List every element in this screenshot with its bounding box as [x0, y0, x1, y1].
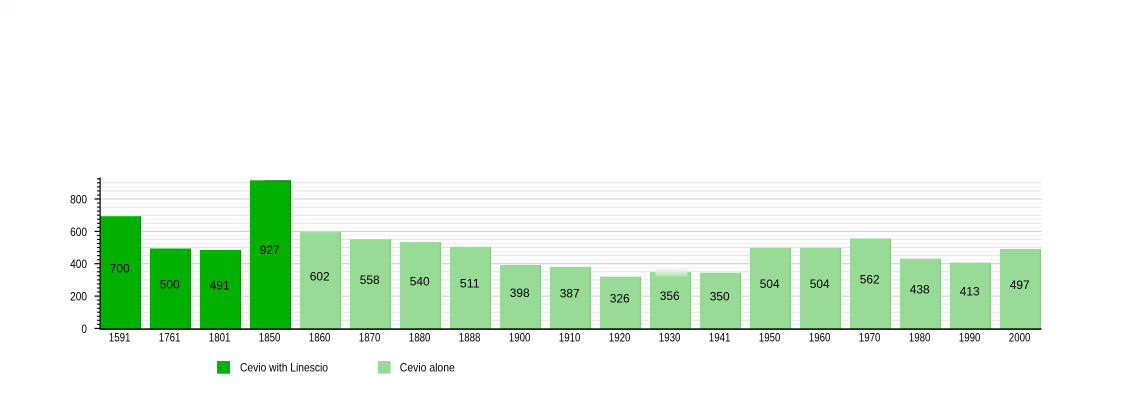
- svg-text:927: 927: [260, 243, 280, 257]
- svg-text:398: 398: [510, 286, 530, 300]
- svg-text:0: 0: [81, 322, 87, 336]
- svg-text:1880: 1880: [409, 330, 431, 344]
- svg-text:1941: 1941: [709, 330, 731, 344]
- svg-text:1900: 1900: [509, 330, 531, 344]
- svg-text:1930: 1930: [659, 330, 681, 344]
- svg-text:600: 600: [70, 225, 87, 239]
- svg-text:326: 326: [610, 292, 630, 306]
- svg-text:387: 387: [560, 287, 580, 301]
- svg-text:511: 511: [460, 277, 480, 291]
- svg-text:558: 558: [360, 273, 380, 287]
- svg-text:2000: 2000: [1009, 330, 1031, 344]
- svg-text:1888: 1888: [459, 330, 481, 344]
- svg-text:800: 800: [70, 192, 87, 206]
- svg-text:500: 500: [160, 278, 180, 292]
- svg-text:1970: 1970: [859, 330, 881, 344]
- svg-text:1920: 1920: [609, 330, 631, 344]
- svg-text:700: 700: [110, 261, 130, 275]
- svg-text:562: 562: [860, 273, 880, 287]
- svg-text:540: 540: [410, 274, 430, 288]
- svg-text:1960: 1960: [809, 330, 831, 344]
- svg-text:Cevio alone: Cevio alone: [400, 360, 455, 374]
- svg-text:504: 504: [810, 277, 830, 291]
- svg-text:Cevio with Linescio: Cevio with Linescio: [240, 360, 328, 374]
- svg-text:497: 497: [1010, 278, 1030, 292]
- svg-text:1860: 1860: [309, 330, 331, 344]
- svg-text:1850: 1850: [259, 330, 281, 344]
- svg-text:438: 438: [910, 283, 930, 297]
- svg-text:356: 356: [660, 289, 680, 303]
- svg-text:1801: 1801: [209, 330, 231, 344]
- svg-text:350: 350: [710, 290, 730, 304]
- svg-text:602: 602: [310, 269, 330, 283]
- svg-text:1591: 1591: [109, 330, 131, 344]
- svg-text:400: 400: [70, 257, 87, 271]
- svg-text:504: 504: [760, 277, 780, 291]
- svg-text:1910: 1910: [559, 330, 581, 344]
- svg-text:413: 413: [960, 285, 980, 299]
- svg-text:1870: 1870: [359, 330, 381, 344]
- svg-text:1990: 1990: [959, 330, 981, 344]
- svg-text:1761: 1761: [159, 330, 181, 344]
- svg-text:1950: 1950: [759, 330, 781, 344]
- svg-text:1980: 1980: [909, 330, 931, 344]
- svg-text:491: 491: [210, 278, 230, 292]
- svg-text:200: 200: [70, 290, 87, 304]
